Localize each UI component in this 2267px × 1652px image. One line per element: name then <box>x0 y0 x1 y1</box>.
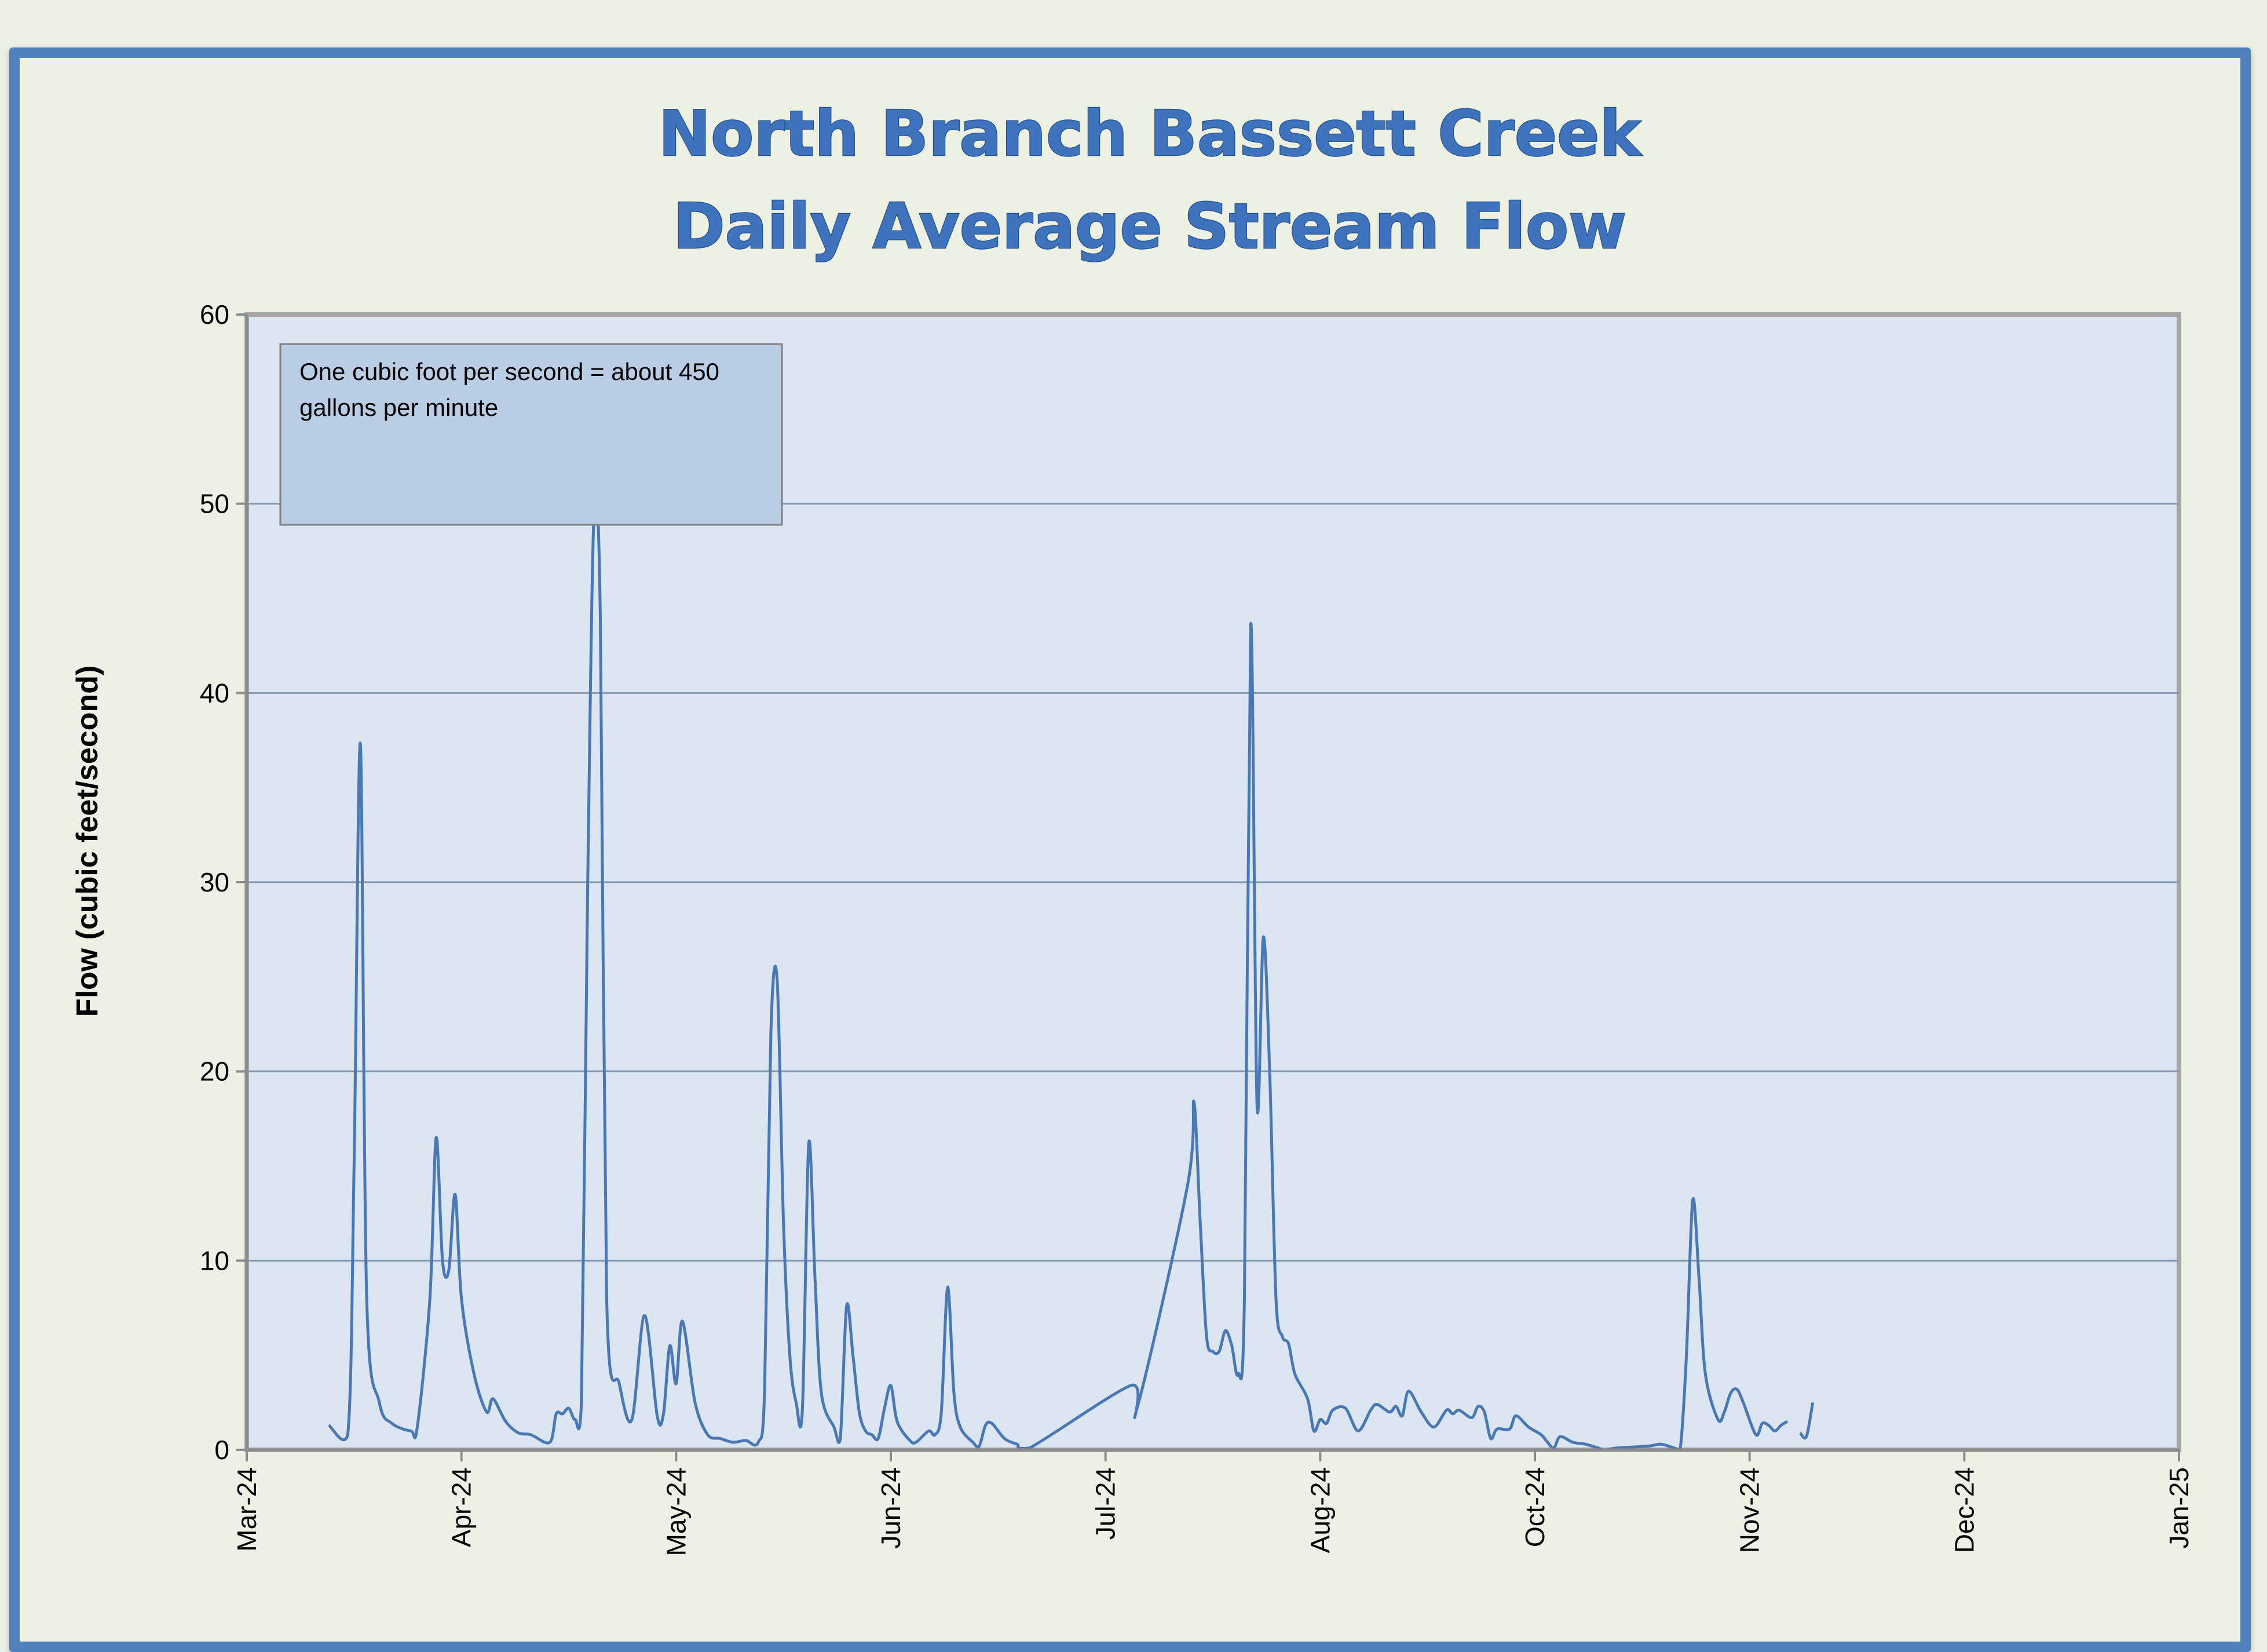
x-tick-label: Jul-24 <box>1091 1467 1121 1540</box>
x-tick-label: Jun-24 <box>876 1467 906 1549</box>
x-tick-label: Mar-24 <box>232 1467 262 1552</box>
annotation-box: One cubic foot per second = about 450 ga… <box>279 343 783 526</box>
y-axis-ticks: 0 10 20 30 40 50 60 <box>200 299 247 1465</box>
y-tick-label: 30 <box>200 867 229 897</box>
chart-title-line-2: Daily Average Stream Flow <box>673 191 1626 263</box>
annotation-text: One cubic foot per second = about 450 ga… <box>299 358 726 421</box>
x-tick-label: Dec-24 <box>1949 1467 1979 1553</box>
x-tick-label: Apr-24 <box>447 1467 477 1547</box>
flow-line-segment-1 <box>328 492 1789 1452</box>
x-tick-label: Aug-24 <box>1305 1467 1335 1553</box>
y-tick-label: 20 <box>200 1057 229 1087</box>
x-axis-ticks: Mar-24 Apr-24 May-24 Jun-24 Jul-24 Aug-24 Oct-… <box>232 1450 2194 1556</box>
y-axis-label: Flow (cubic feet/second) <box>71 666 104 1017</box>
y-tick-label: 10 <box>200 1245 229 1275</box>
x-tick-label: Nov-24 <box>1735 1467 1765 1553</box>
series-flow <box>328 492 1815 1452</box>
x-tick-label: Oct-24 <box>1520 1467 1550 1547</box>
chart-title-line-1: North Branch Bassett Creek <box>659 98 1643 170</box>
x-tick-label: Jan-25 <box>2164 1467 2194 1549</box>
y-tick-label: 0 <box>214 1435 229 1465</box>
y-tick-label: 60 <box>200 299 229 330</box>
x-tick-label: May-24 <box>661 1467 691 1556</box>
gridlines <box>247 503 2179 1262</box>
flow-line-segment-2 <box>1799 1402 1815 1440</box>
y-tick-label: 50 <box>200 489 229 519</box>
y-tick-label: 40 <box>200 678 229 708</box>
